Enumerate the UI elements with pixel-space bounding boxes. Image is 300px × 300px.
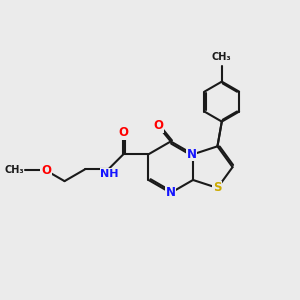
Text: N: N — [166, 186, 176, 199]
Text: NH: NH — [100, 169, 119, 179]
Text: CH₃: CH₃ — [4, 165, 24, 176]
Text: O: O — [41, 164, 51, 177]
Text: CH₃: CH₃ — [212, 52, 232, 61]
Text: O: O — [118, 126, 128, 140]
Text: N: N — [187, 148, 196, 161]
Text: S: S — [213, 182, 222, 194]
Text: O: O — [153, 119, 163, 132]
